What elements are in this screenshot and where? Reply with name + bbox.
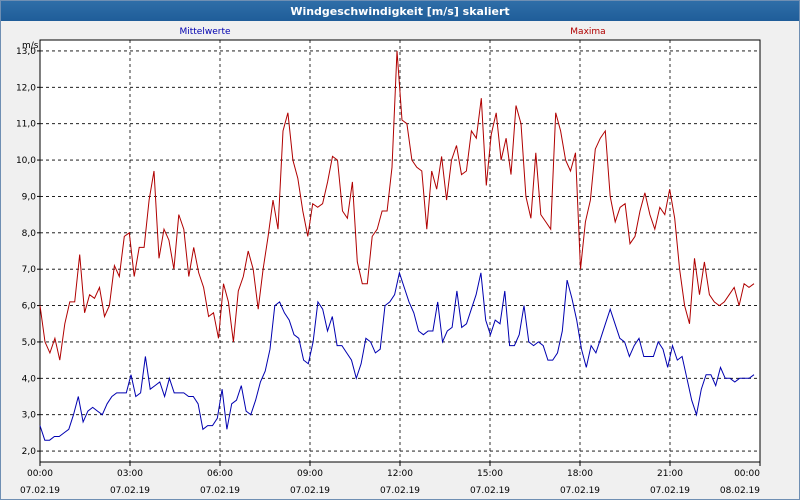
- series-lines: [39, 50, 755, 441]
- y-tick-label: 5,0: [22, 338, 37, 348]
- y-tick-label: 2,0: [22, 447, 37, 457]
- x-tick-time-label: 03:00: [117, 469, 143, 479]
- x-tick-time-label: 09:00: [297, 469, 323, 479]
- y-tick-label: 10,0: [16, 156, 36, 166]
- grid-lines: [40, 40, 760, 462]
- y-tick-label: 6,0: [22, 302, 37, 312]
- y-tick-label: 9,0: [22, 192, 37, 202]
- y-tick-label: 4,0: [22, 374, 37, 384]
- axis-ticks: 2,0 3,0 4,0 5,0 6,0 7,0 8,0 9,0 10,0 11,0 12,0 13,0…: [16, 47, 761, 496]
- x-tick-time-label: 15:00: [477, 469, 503, 479]
- y-tick-label: 3,0: [22, 411, 37, 421]
- x-tick-time-label: 06:00: [207, 469, 233, 479]
- y-tick-label: 12,0: [16, 83, 36, 93]
- x-tick-date-label: 07.02.19: [110, 486, 150, 496]
- y-tick-label: 7,0: [22, 265, 37, 275]
- y-axis-unit-label: m/s: [22, 41, 39, 51]
- y-tick-label: 8,0: [22, 229, 37, 239]
- x-tick-date-label: 07.02.19: [560, 486, 600, 496]
- series-line-mittelwerte: [39, 270, 755, 441]
- series-line-maxima: [39, 50, 755, 361]
- x-tick-date-label: 07.02.19: [470, 486, 510, 496]
- y-tick-label: 13,0: [16, 47, 36, 57]
- legend-maxima: Maxima: [570, 27, 605, 37]
- x-tick-time-label: 00:00: [734, 469, 760, 479]
- window-title: Windgeschwindigkeit [m/s] skaliert: [1, 1, 799, 21]
- x-tick-date-label: 07.02.19: [650, 486, 690, 496]
- x-tick-date-label: 07.02.19: [380, 486, 420, 496]
- x-tick-date-label: 07.02.19: [290, 486, 330, 496]
- x-tick-date-label: 08.02.19: [720, 486, 760, 496]
- x-tick-time-label: 00:00: [27, 469, 53, 479]
- x-tick-time-label: 21:00: [657, 469, 683, 479]
- x-tick-date-label: 07.02.19: [200, 486, 240, 496]
- legend-mittelwerte: Mittelwerte: [179, 27, 230, 37]
- x-tick-time-label: 12:00: [387, 469, 413, 479]
- y-tick-label: 11,0: [16, 120, 36, 130]
- x-tick-time-label: 18:00: [567, 469, 593, 479]
- x-tick-date-label: 07.02.19: [20, 486, 60, 496]
